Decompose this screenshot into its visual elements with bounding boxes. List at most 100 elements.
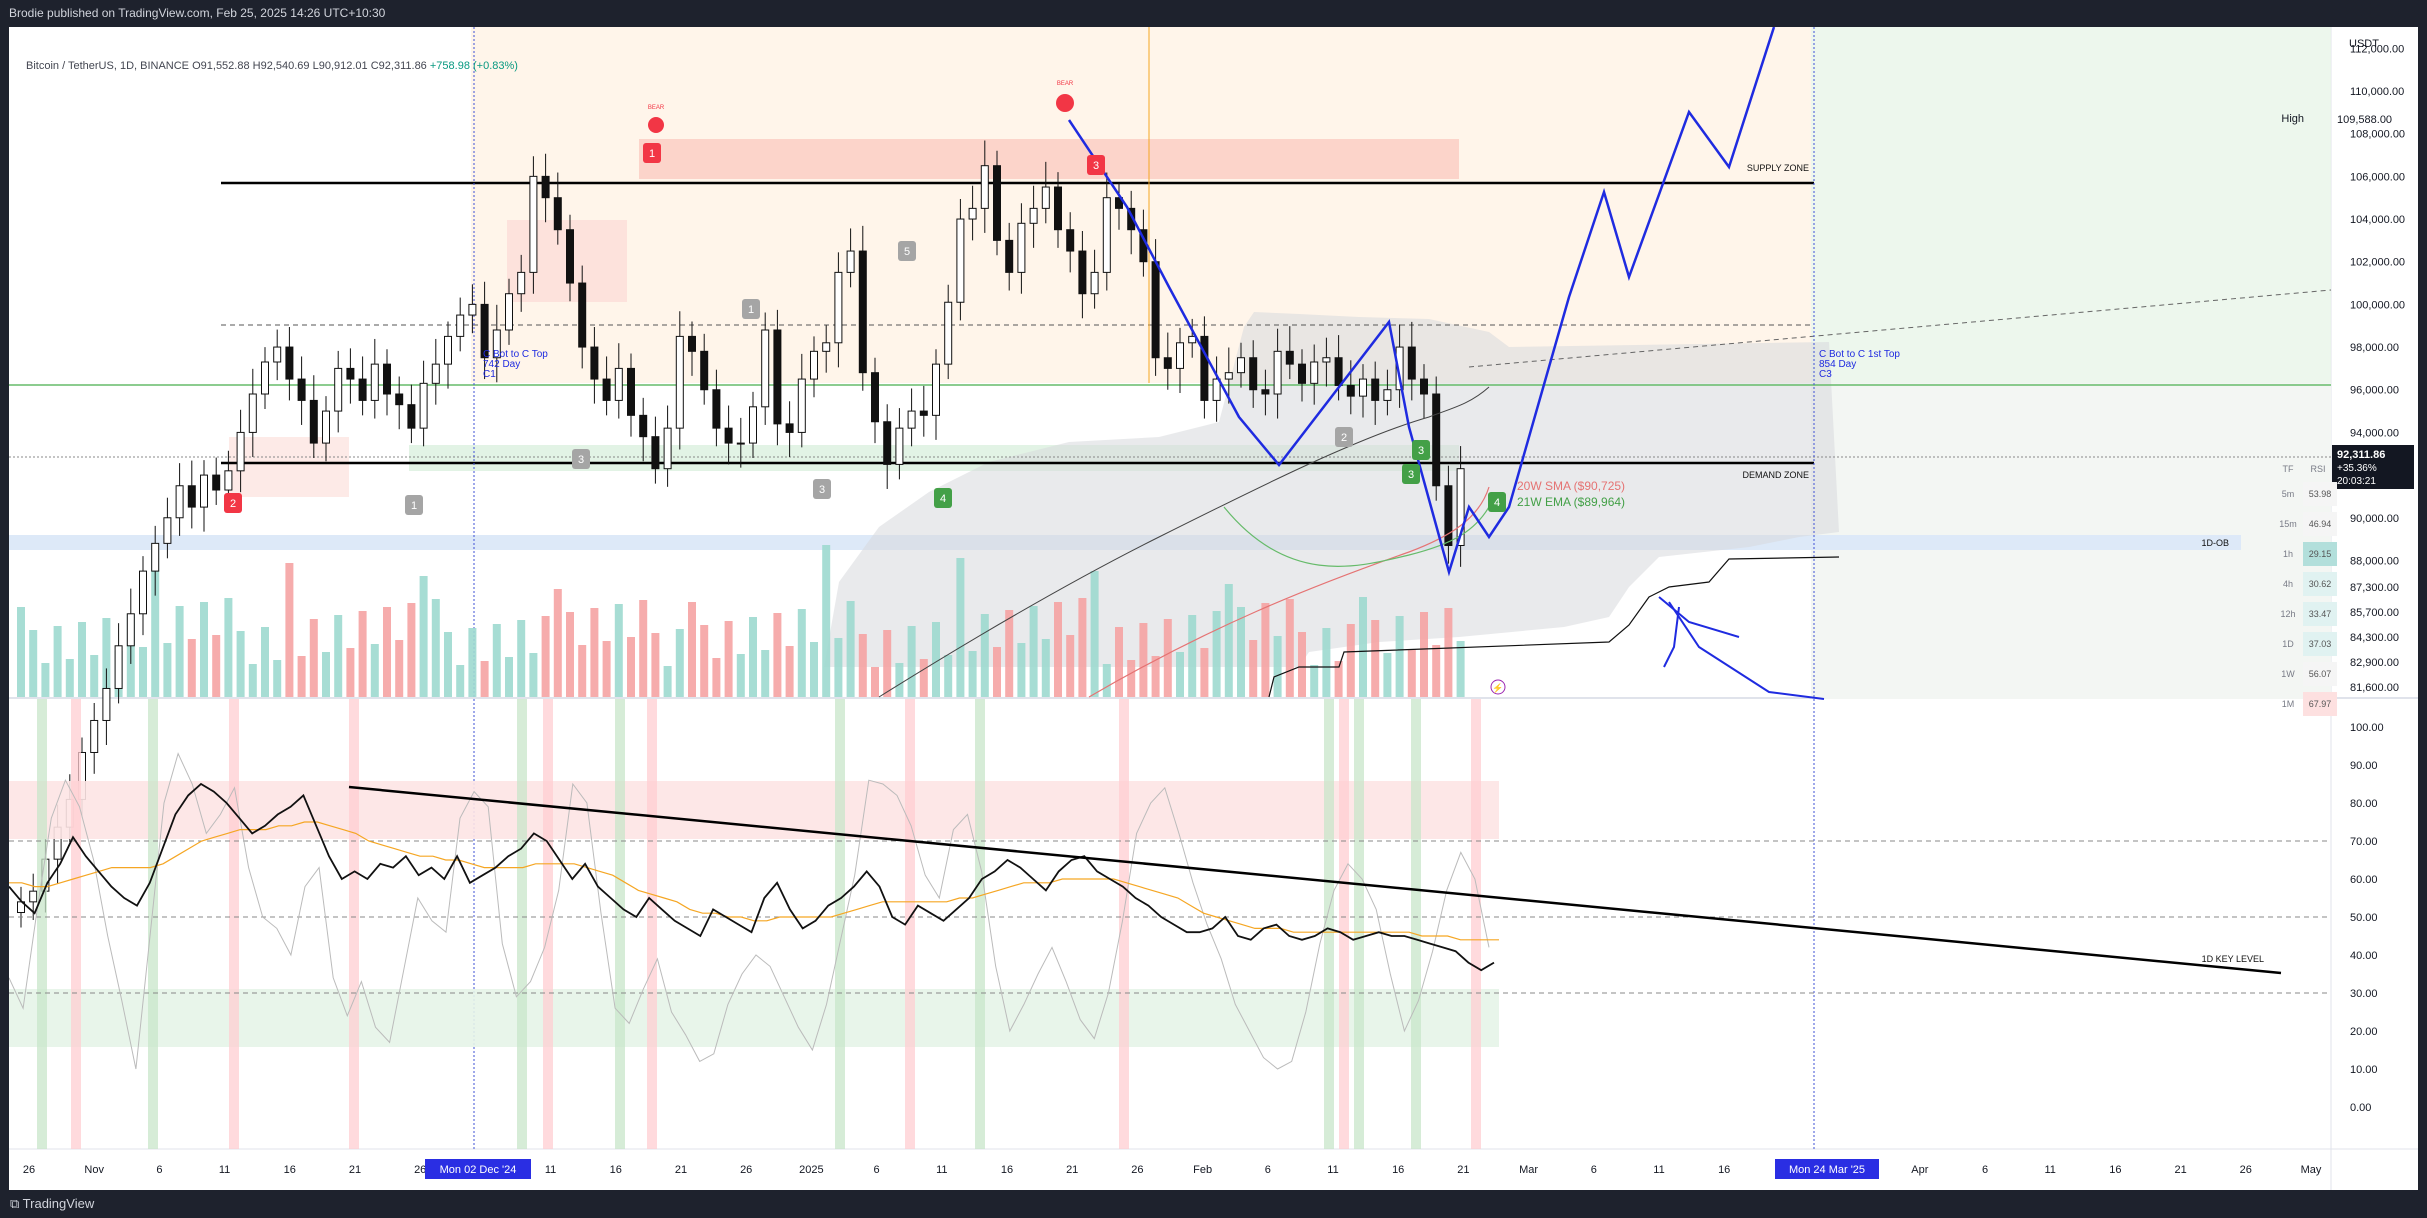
rsi-highlight-column (1324, 699, 1334, 1149)
candle-body (773, 329, 782, 425)
candle-body (834, 271, 843, 344)
footer-bar: ⧉ TradingView (0, 1190, 2427, 1218)
price-axis[interactable]: 112,000.00 110,000.00 108,000.00 106,000.00… (2350, 43, 2405, 694)
time-tick: 11 (936, 1164, 947, 1176)
volume-bar (993, 647, 1001, 697)
volume-bar (944, 655, 953, 697)
candle-body (553, 197, 562, 231)
volume-bar (407, 603, 416, 697)
volume-bar (187, 639, 196, 697)
signal-marker-box (1335, 427, 1353, 447)
early-box (229, 437, 349, 497)
candle-body (810, 350, 818, 380)
price-tick: 85,700.00 (2350, 607, 2399, 619)
rsi-table-row: 1D 37.03 (2273, 629, 2341, 659)
rsi-table-value: 67.97 (2303, 692, 2337, 716)
volume-bar (102, 618, 111, 697)
rsi-axis[interactable]: 100.00 90.00 80.00 70.00 60.00 50.00 40.00 30.0… (2350, 722, 2384, 1114)
rsi-highlight-column (1411, 699, 1421, 1149)
candle-body (1407, 346, 1416, 380)
rsi-tick: 90.00 (2350, 760, 2378, 772)
candle-body (1066, 229, 1075, 252)
volume-bar (883, 630, 892, 697)
rsi-table-value: 29.15 (2303, 542, 2337, 566)
volume-bar (492, 624, 501, 697)
svg-text:BEAR: BEAR (1057, 81, 1074, 87)
signal-marker-box (813, 479, 831, 499)
signal-marker: 1 (405, 495, 423, 515)
candle-body (675, 335, 684, 429)
bear-marker-1: BEAR (648, 105, 665, 133)
ob-label: 1D-OB (2201, 538, 2229, 548)
signal-marker: 3 (1087, 155, 1105, 175)
candle-body (1224, 372, 1233, 380)
volume-bar (358, 611, 367, 697)
candle-body (944, 301, 953, 365)
volume-bar (1200, 648, 1209, 697)
lightning-icon[interactable] (1490, 679, 1506, 695)
signal-marker: 4 (934, 488, 952, 508)
rsi-highlight-column (1119, 699, 1129, 1149)
volume-bar (578, 645, 587, 697)
rsi-oversold-band (9, 989, 1499, 1047)
volume-bar (700, 625, 709, 697)
key-level-label: 1D KEY LEVEL (2202, 954, 2264, 964)
candle-body (334, 367, 343, 412)
rsi-tick: 10.00 (2350, 1064, 2378, 1076)
time-axis[interactable]: 26 Nov 6 11 16 21 26 6 11 16 21 26 2025 6 11 16 21 26 Feb 6… (23, 1164, 2322, 1176)
projection-branch-3 (1663, 606, 1680, 668)
time-tick: 16 (2109, 1164, 2121, 1176)
time-tick: Nov (84, 1164, 104, 1176)
candle-body (163, 517, 172, 544)
volume-bar (1188, 615, 1197, 697)
candle-body (541, 175, 550, 199)
volume-bar (90, 655, 99, 697)
volume-bar (968, 651, 977, 697)
candle-body (627, 367, 635, 416)
time-tick: 2025 (799, 1164, 823, 1176)
volume-bar (1176, 652, 1184, 697)
time-tick: 26 (2240, 1164, 2252, 1176)
volume-bar (919, 659, 928, 697)
candle-body (1005, 239, 1014, 273)
volume-bar (1115, 627, 1123, 697)
tradingview-logo-text: TradingView (22, 1196, 95, 1211)
time-tick: 16 (1001, 1164, 1013, 1176)
signal-marker-box (934, 488, 952, 508)
candle-body (224, 470, 233, 491)
cycle-zone-peach (471, 27, 1811, 383)
candle-body (126, 613, 135, 647)
candle-body (590, 346, 599, 380)
rsi-highlight-column (1339, 699, 1349, 1149)
signal-marker-label: 1 (411, 500, 417, 512)
candle-body (505, 293, 513, 331)
candle-body (871, 372, 879, 423)
candle-body (761, 329, 770, 408)
candle-body (480, 303, 489, 359)
signal-marker-box (643, 143, 661, 163)
volume-bar (1078, 598, 1087, 697)
volume-bar (248, 664, 257, 697)
volume-bar (797, 609, 806, 697)
candle-body (187, 485, 196, 508)
candle-body (602, 378, 611, 401)
time-tick: 6 (156, 1164, 162, 1176)
currency-label: USDT (2349, 38, 2379, 50)
volume-bar (761, 650, 770, 697)
publisher-bar: Brodie published on TradingView.com, Feb… (0, 0, 2427, 27)
chart-frame[interactable]: SUPPLY ZONE DEMAND ZONE 1D-OB 20W SMA ($… (9, 27, 2418, 1190)
symbol-title[interactable]: Bitcoin / TetherUS, 1D, BINANCE (26, 60, 190, 72)
candle-body (1054, 186, 1062, 231)
rsi-tick: 70.00 (2350, 836, 2378, 848)
signal-marker: 4 (1488, 492, 1506, 512)
candle-body (370, 363, 379, 401)
candle-body (1188, 335, 1197, 344)
time-tick: 16 (610, 1164, 622, 1176)
signal-marker-box (1087, 155, 1105, 175)
volume-bar (383, 607, 391, 697)
candle-body (1078, 250, 1087, 295)
chart-canvas[interactable]: SUPPLY ZONE DEMAND ZONE 1D-OB 20W SMA ($… (9, 27, 2418, 1190)
rsi-line (9, 782, 1495, 972)
tradingview-logo[interactable]: ⧉ TradingView (10, 1196, 95, 1211)
volume-bar (1163, 619, 1172, 697)
